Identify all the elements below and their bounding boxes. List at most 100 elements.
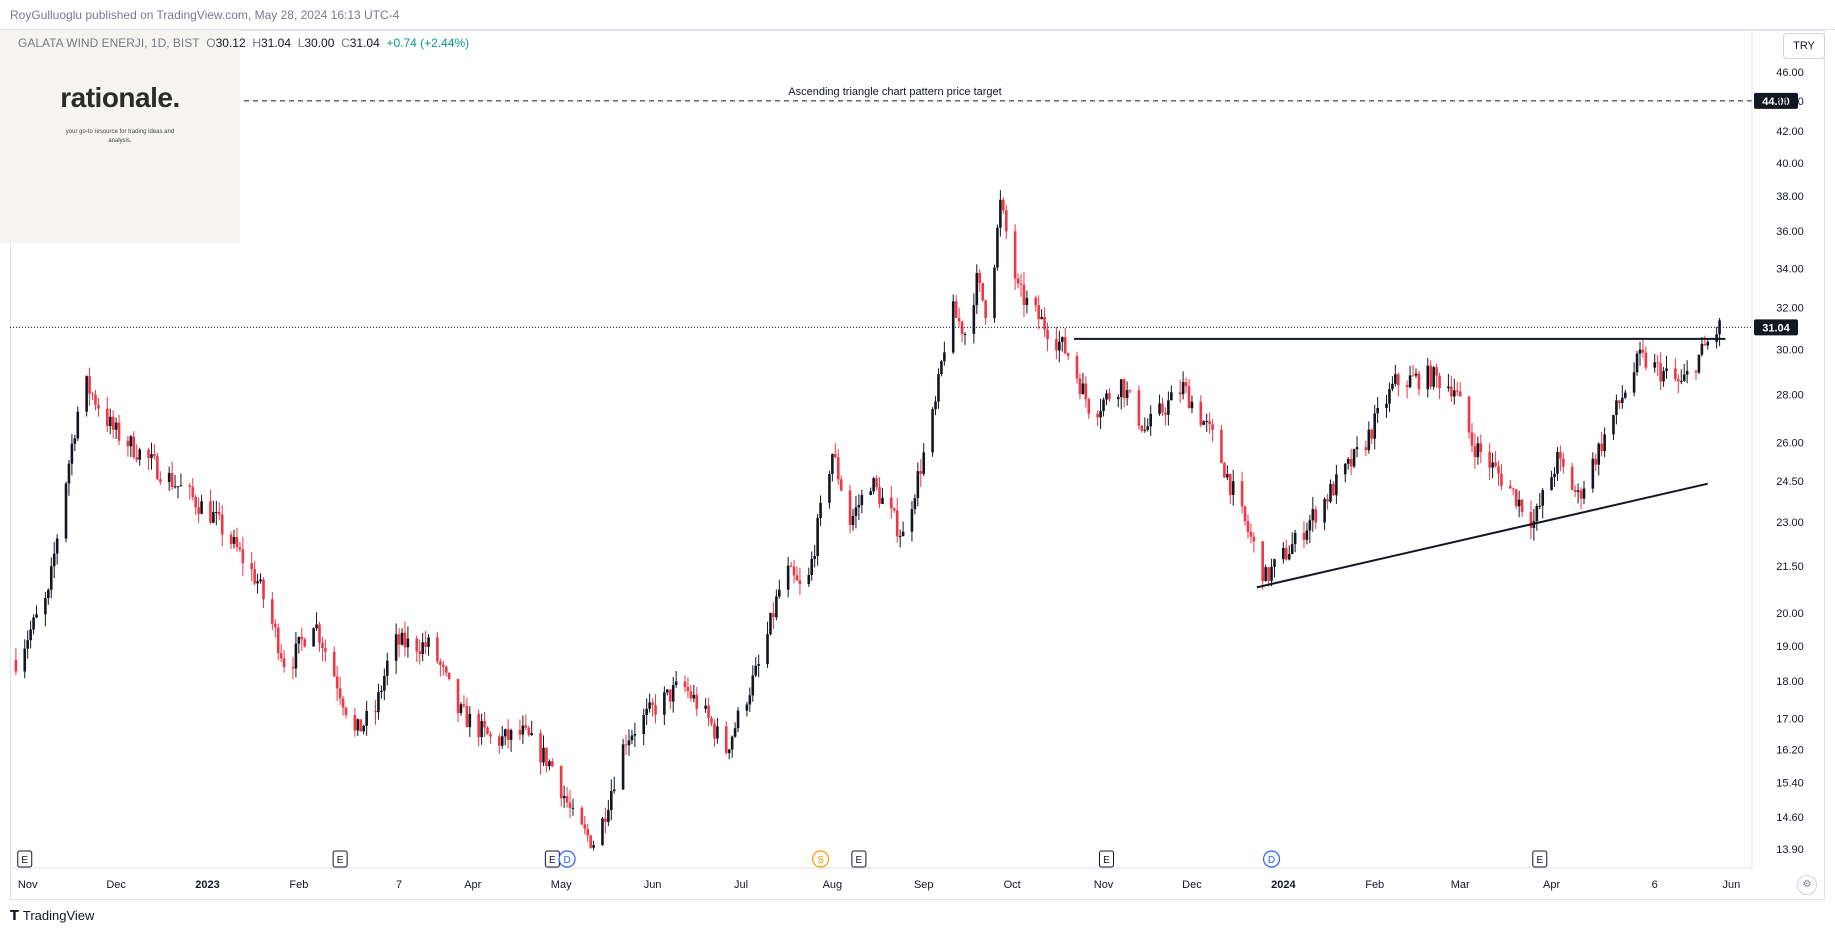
- candle: [1081, 372, 1085, 395]
- time-tick-label: Oct: [1004, 879, 1021, 891]
- event-marker-split: S: [811, 850, 830, 868]
- candle: [209, 489, 212, 525]
- candle: [44, 592, 47, 627]
- event-marker-dividend: D: [558, 850, 576, 868]
- candle: [1591, 452, 1595, 493]
- candle: [85, 375, 88, 417]
- candle-body: [713, 723, 716, 739]
- candle-body: [1500, 473, 1503, 486]
- candle: [312, 627, 315, 647]
- candle: [1167, 391, 1170, 426]
- candle: [194, 494, 197, 515]
- candle: [934, 396, 937, 416]
- candle: [898, 529, 902, 548]
- candle-body: [1075, 355, 1079, 379]
- candle: [486, 726, 489, 735]
- candle-body: [159, 479, 162, 482]
- candle-body: [509, 730, 513, 740]
- candle: [943, 341, 946, 366]
- candle: [318, 621, 321, 652]
- last-price-badge: [1754, 319, 1798, 336]
- candle-body: [1429, 365, 1433, 387]
- candle: [1396, 372, 1400, 397]
- candle-body: [374, 710, 377, 713]
- candle: [424, 631, 427, 655]
- candle-body: [1105, 393, 1108, 400]
- candle: [1694, 369, 1698, 380]
- candle-body: [439, 661, 442, 665]
- chart-frame: [10, 30, 1825, 900]
- candle: [895, 497, 899, 543]
- candle: [1682, 363, 1686, 382]
- candle-body: [489, 734, 492, 737]
- candle-body: [209, 501, 212, 523]
- candle: [1305, 522, 1309, 545]
- candle-body: [1046, 329, 1049, 340]
- candle: [1096, 410, 1099, 427]
- price-tick-label: 16.20: [1776, 745, 1804, 757]
- candle-body: [957, 317, 961, 322]
- candle: [772, 602, 775, 629]
- candle-body: [188, 485, 192, 487]
- candle: [1119, 378, 1123, 410]
- candle: [1046, 322, 1049, 352]
- candle: [1004, 204, 1008, 240]
- rationale-watermark: rationale. your go-to resource for tradi…: [0, 30, 240, 243]
- candle-body: [282, 658, 286, 668]
- candle: [733, 722, 737, 738]
- candle: [49, 557, 53, 599]
- candle: [1308, 514, 1312, 544]
- candle-body: [943, 352, 946, 362]
- candle-body: [191, 486, 195, 498]
- candle: [1270, 558, 1273, 587]
- candle: [648, 693, 651, 713]
- currency-button[interactable]: TRY: [1783, 33, 1825, 59]
- candle: [860, 489, 864, 514]
- candle-body: [993, 267, 996, 319]
- candle: [97, 398, 100, 417]
- settings-icon[interactable]: ⚙: [1797, 875, 1817, 895]
- candle-body: [1553, 473, 1556, 478]
- candle-body: [937, 374, 940, 402]
- candle-body: [1335, 474, 1338, 496]
- candle: [922, 443, 926, 477]
- event-marker-dividend: D: [1262, 850, 1281, 868]
- candle: [1140, 425, 1144, 433]
- candle: [418, 639, 422, 665]
- candle-body: [1314, 509, 1318, 523]
- candle: [1470, 423, 1474, 453]
- candle: [601, 816, 604, 846]
- candle: [586, 823, 590, 842]
- candle: [571, 798, 575, 816]
- candle: [262, 577, 265, 608]
- candle-body: [35, 614, 38, 618]
- price-tick-label: 21.50: [1776, 561, 1804, 573]
- candle-body: [418, 651, 422, 655]
- candle-body: [483, 720, 486, 728]
- candle-body: [775, 596, 778, 618]
- candle-body: [1411, 375, 1415, 377]
- candle-body: [441, 664, 445, 667]
- candle: [521, 715, 525, 745]
- candle-body: [273, 623, 277, 628]
- candle: [1037, 295, 1040, 329]
- candle-body: [1573, 489, 1577, 492]
- candle-body: [834, 454, 837, 458]
- candle: [1022, 272, 1026, 318]
- candle: [851, 508, 855, 531]
- candle: [1158, 394, 1161, 416]
- candle: [439, 658, 442, 677]
- candle: [341, 695, 345, 716]
- candle-body: [1623, 392, 1627, 398]
- candle-body: [1491, 462, 1494, 468]
- candle-body: [377, 692, 380, 713]
- candle-body: [1621, 397, 1624, 404]
- candle: [686, 677, 690, 699]
- candle-body: [1706, 341, 1710, 346]
- candle-body: [1308, 520, 1312, 531]
- event-marker-earnings: E: [332, 850, 348, 868]
- candle-body: [716, 726, 719, 739]
- tradingview-footer[interactable]: 𝗧 TradingView: [10, 904, 94, 928]
